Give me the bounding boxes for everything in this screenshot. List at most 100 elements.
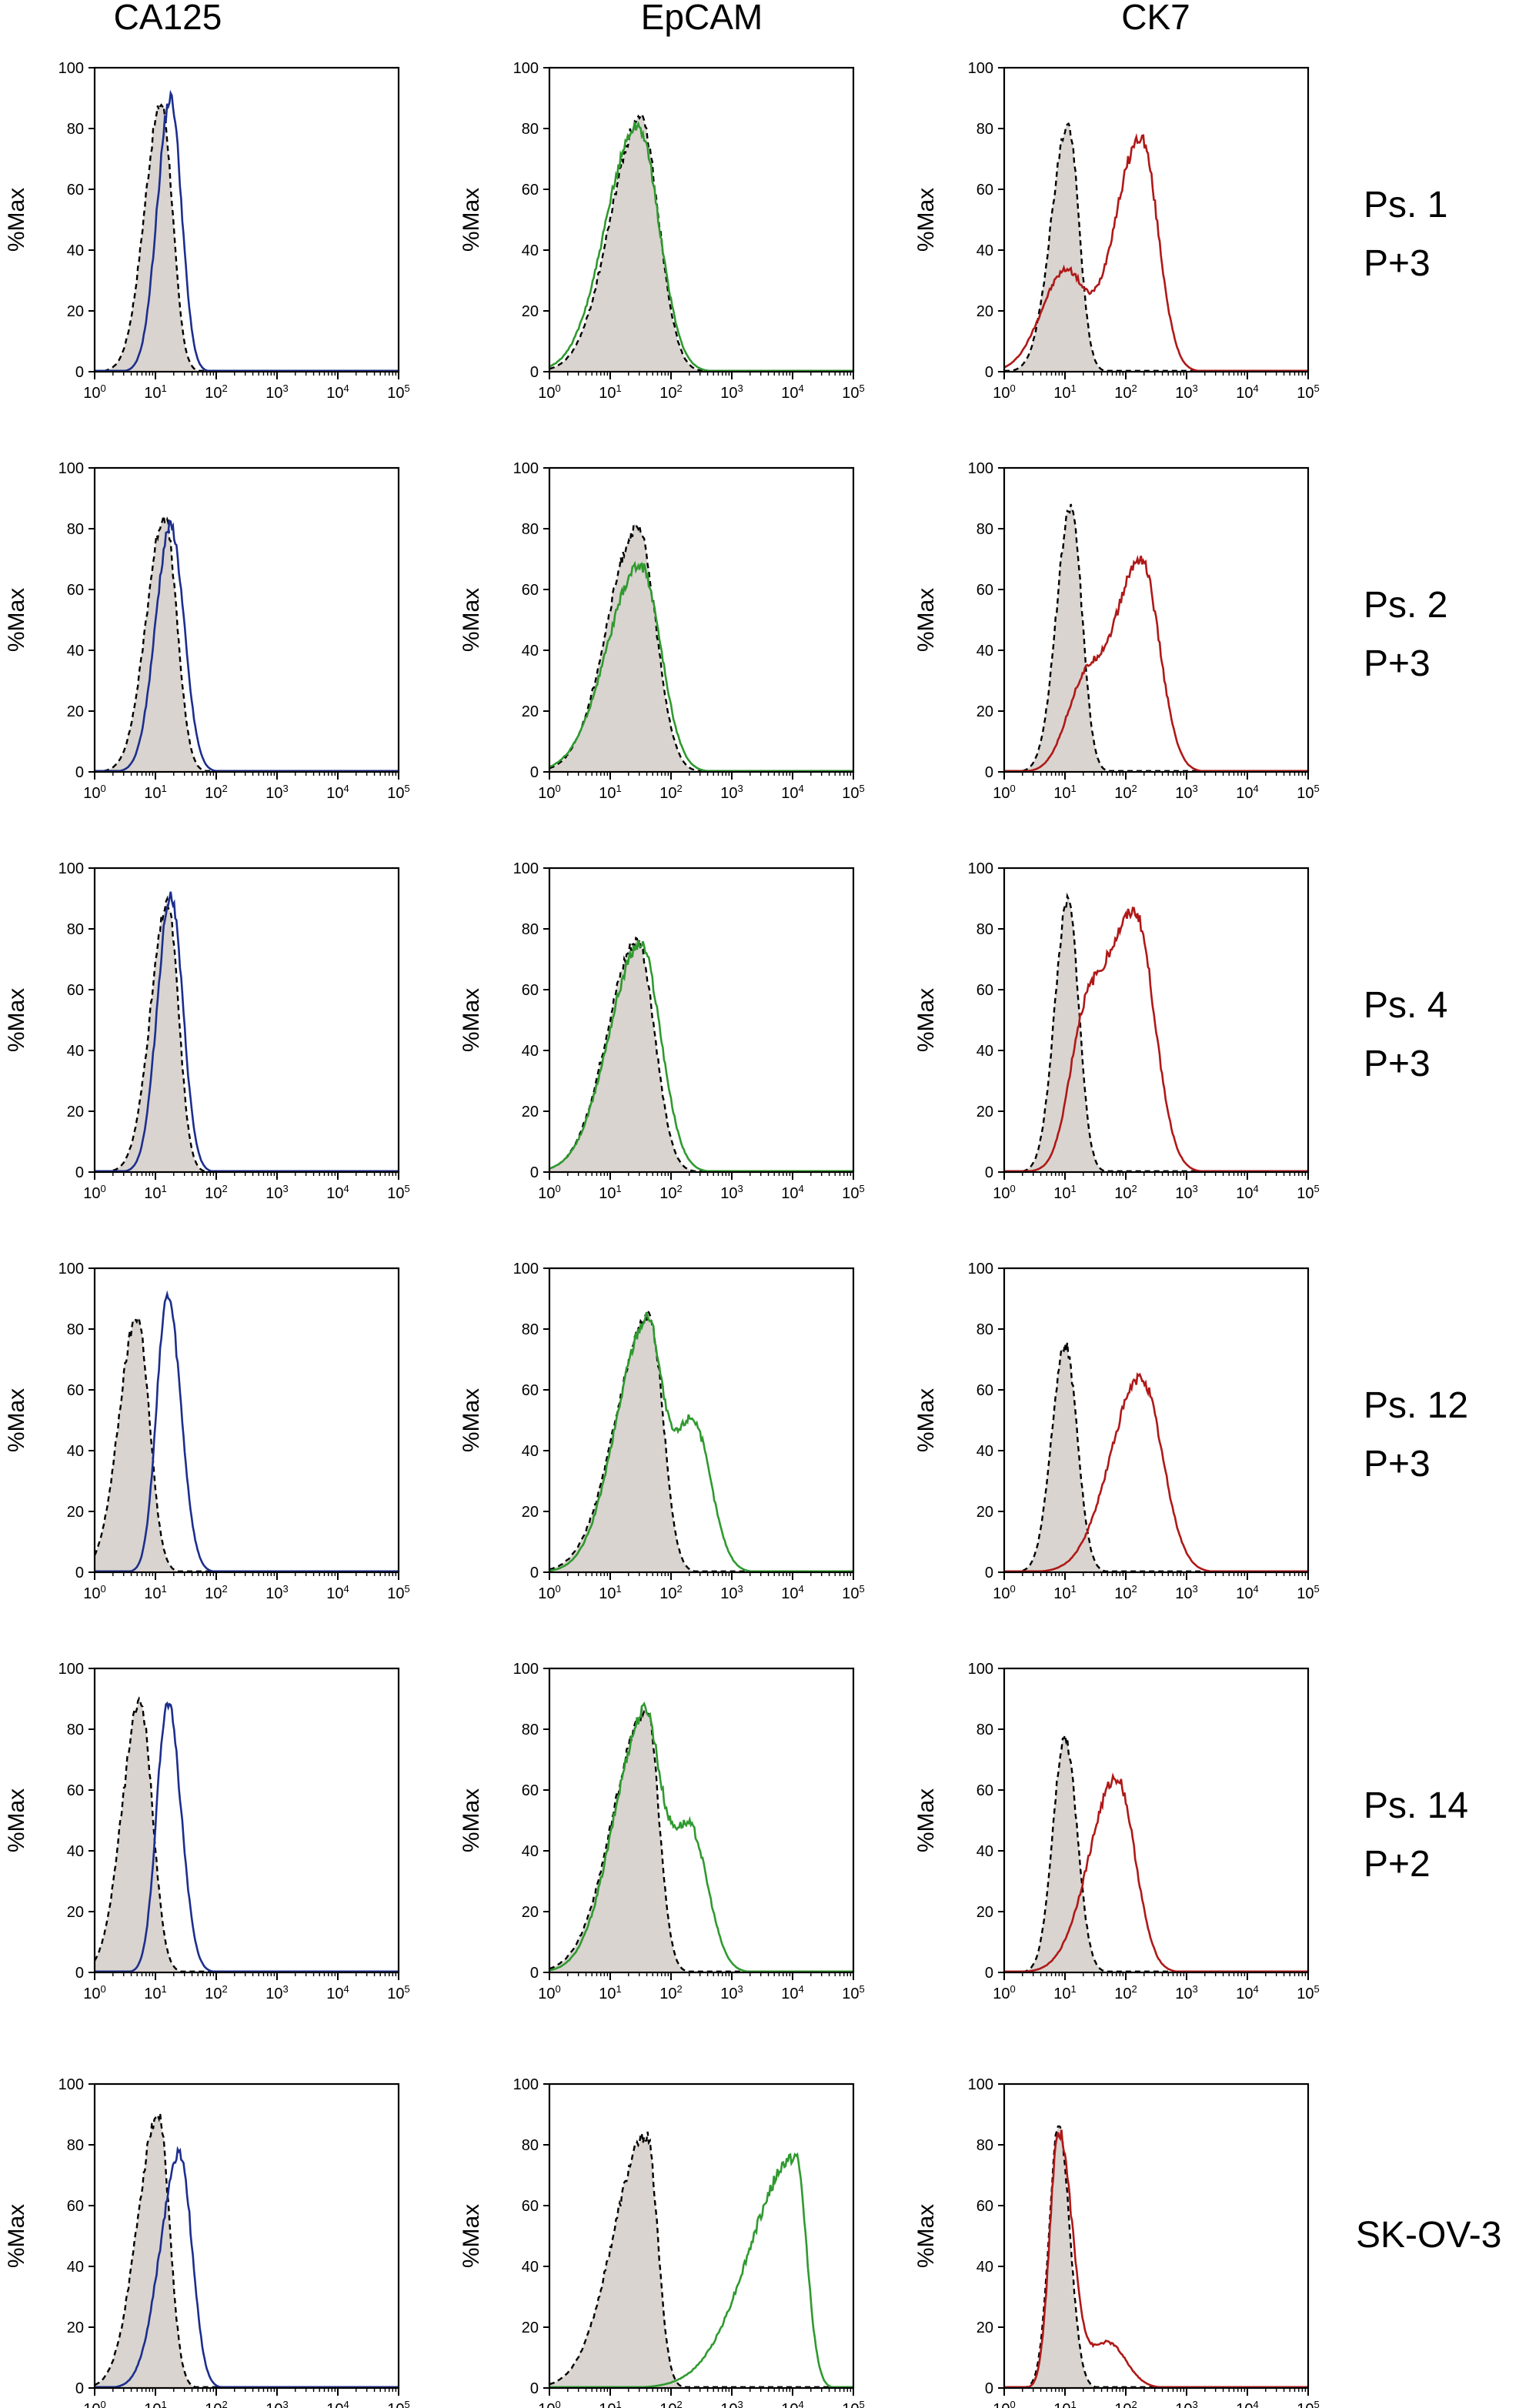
panel-ck7-row-5: 0 20 40 60 80 100 %Max 100 101 102 103 104 105	[913, 1661, 1320, 2002]
row-label-ps1-line1: Ps. 1	[1364, 185, 1447, 225]
y-tick-label: 40	[522, 1043, 539, 1060]
y-tick-label: 60	[67, 182, 84, 199]
control-fill	[95, 1318, 399, 1572]
y-tick-label: 0	[530, 1565, 539, 1581]
y-tick-label: 80	[67, 521, 84, 538]
y-tick-label: 40	[67, 1043, 84, 1060]
plot-frame	[93, 867, 400, 1174]
x-tick-label: 104	[1236, 783, 1258, 802]
y-axis-label: %Max	[4, 1788, 29, 1852]
x-tick-label: 105	[842, 1183, 864, 1202]
x-tick-label: 101	[599, 2399, 621, 2408]
panel-ca125-row-6: 0 20 40 60 80 100 %Max 100 101 102 103 104 105	[4, 2076, 410, 2408]
y-tick-label: 0	[75, 364, 84, 381]
y-tick-label: 100	[58, 60, 84, 77]
y-tick-label: 100	[968, 460, 993, 477]
y-tick-label: 20	[67, 703, 84, 720]
y-tick-label: 60	[976, 182, 993, 199]
x-tick-label: 104	[326, 783, 349, 802]
control-fill	[1004, 123, 1308, 372]
x-tick-label: 100	[83, 1983, 105, 2002]
y-tick-label: 60	[522, 2198, 539, 2215]
panel-ca125-row-2: 0 20 40 60 80 100 %Max 100 101 102 103 104 105	[4, 460, 410, 802]
y-tick-label: 60	[522, 982, 539, 999]
y-tick-label: 0	[75, 1164, 84, 1181]
x-tick-label: 100	[993, 1183, 1015, 1202]
x-tick-label: 102	[1114, 1183, 1137, 1202]
y-tick-label: 80	[67, 921, 84, 938]
column-title-ck7: CK7	[1121, 0, 1190, 37]
x-tick-label: 102	[1114, 1983, 1137, 2002]
y-tick-label: 100	[58, 460, 84, 477]
x-tick-label: 101	[599, 382, 621, 402]
y-tick-label: 20	[976, 1104, 993, 1121]
x-tick-label: 104	[326, 1583, 349, 1602]
x-tick-label: 100	[83, 783, 105, 802]
marker-line-epcam	[549, 1702, 853, 1973]
y-axis-label: %Max	[459, 1788, 484, 1852]
y-tick-label: 0	[530, 1164, 539, 1181]
y-tick-label: 100	[58, 860, 84, 877]
x-tick-label: 103	[265, 783, 288, 802]
x-tick-label: 105	[842, 2399, 864, 2408]
x-tick-label: 105	[1297, 382, 1319, 402]
x-tick-label: 105	[1297, 1183, 1319, 1202]
x-tick-label: 101	[144, 2399, 166, 2408]
x-tick-label: 105	[1297, 783, 1319, 802]
x-tick-label: 104	[781, 1583, 803, 1602]
plot-frame	[1003, 1667, 1310, 1974]
x-tick-label: 104	[1236, 1583, 1258, 1602]
x-tick-label: 104	[326, 382, 349, 402]
x-tick-label: 103	[720, 1983, 743, 2002]
x-tick-label: 104	[781, 382, 803, 402]
x-tick-label: 102	[659, 382, 682, 402]
y-tick-label: 80	[522, 921, 539, 938]
y-tick-label: 100	[968, 1661, 993, 1678]
x-tick-label: 104	[326, 1983, 349, 2002]
x-tick-label: 103	[265, 1183, 288, 1202]
row-label-ps2-line1: Ps. 2	[1364, 585, 1447, 626]
y-tick-label: 40	[976, 1043, 993, 1060]
y-tick-label: 40	[67, 2259, 84, 2276]
row-label-ps14-line2: P+2	[1364, 1844, 1431, 1885]
x-tick-label: 100	[993, 1583, 1015, 1602]
y-tick-label: 100	[58, 2076, 84, 2093]
control-fill	[1004, 504, 1308, 772]
x-tick-label: 104	[781, 783, 803, 802]
x-tick-label: 100	[538, 1983, 560, 2002]
marker-line-ck7	[1004, 2129, 1308, 2389]
x-tick-label: 105	[1297, 1983, 1319, 2002]
x-tick-label: 100	[993, 783, 1015, 802]
x-tick-label: 103	[1175, 783, 1197, 802]
x-tick-label: 101	[1053, 1583, 1076, 1602]
plot-frame	[548, 66, 855, 373]
x-tick-label: 102	[1114, 2399, 1137, 2408]
y-tick-label: 40	[976, 2259, 993, 2276]
y-tick-label: 20	[522, 1904, 539, 1921]
x-tick-label: 101	[599, 783, 621, 802]
x-tick-label: 101	[1053, 1983, 1076, 2002]
y-tick-label: 100	[968, 2076, 993, 2093]
y-tick-label: 60	[522, 1782, 539, 1799]
y-tick-label: 100	[968, 1261, 993, 1277]
x-tick-label: 100	[538, 1183, 560, 1202]
x-tick-label: 105	[1297, 1583, 1319, 1602]
marker-line-ca125	[95, 1290, 399, 1573]
x-tick-label: 104	[326, 1183, 349, 1202]
x-tick-label: 103	[1175, 1583, 1197, 1602]
y-tick-label: 80	[67, 121, 84, 138]
panel-epcam-row-6: 0 20 40 60 80 100 %Max 100 101 102 103 104 105	[459, 2076, 865, 2408]
marker-line-epcam	[549, 940, 853, 1173]
x-tick-label: 103	[720, 382, 743, 402]
y-tick-label: 40	[976, 1443, 993, 1460]
x-tick-label: 105	[387, 382, 409, 402]
y-tick-label: 40	[976, 643, 993, 660]
y-tick-label: 80	[976, 121, 993, 138]
x-tick-label: 101	[144, 1183, 166, 1202]
y-tick-label: 80	[976, 2137, 993, 2154]
y-tick-label: 40	[522, 1443, 539, 1460]
y-tick-label: 20	[976, 1504, 993, 1521]
x-tick-label: 103	[1175, 382, 1197, 402]
y-tick-label: 100	[513, 1261, 539, 1277]
